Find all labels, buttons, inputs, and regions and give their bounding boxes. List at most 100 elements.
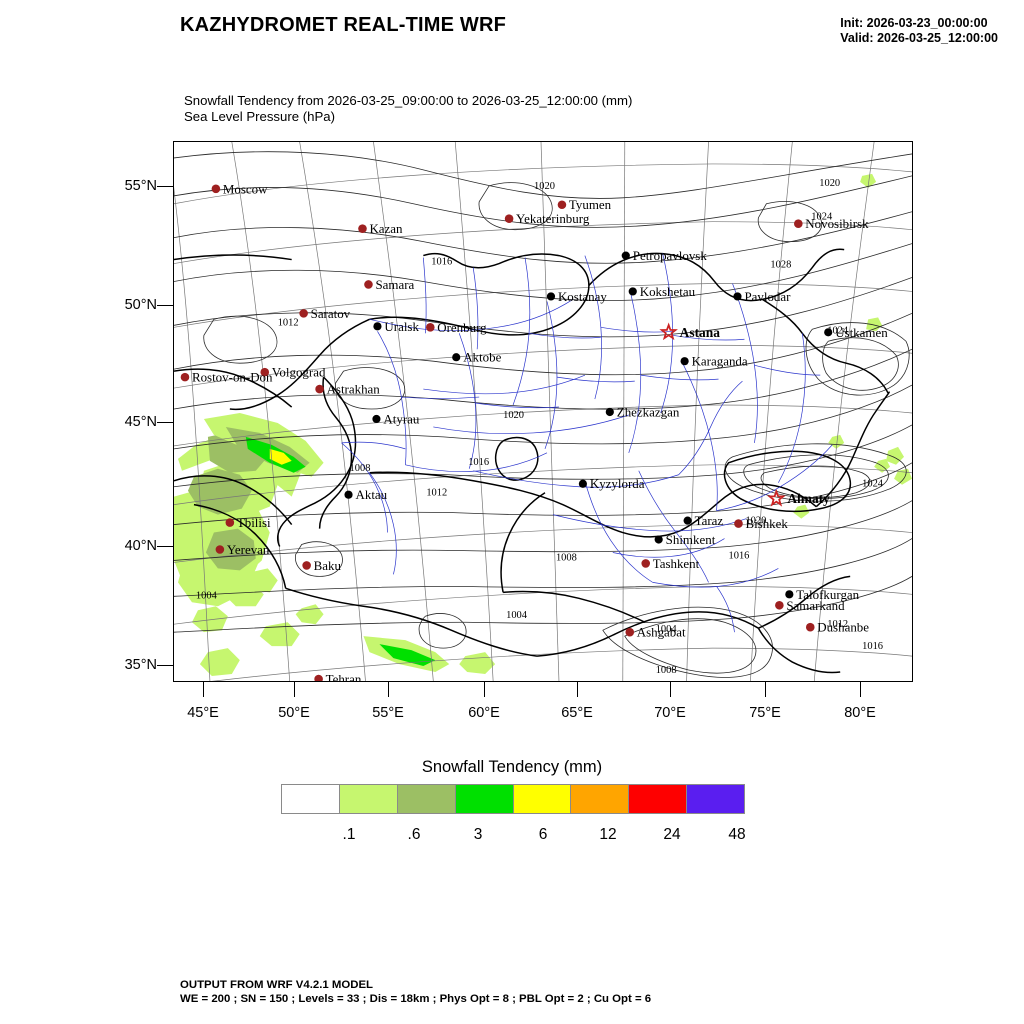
city-marker-karaganda[interactable]: Karaganda [680, 354, 748, 369]
city-label: Petropavlovsk [633, 248, 708, 263]
city-dot-icon [785, 590, 794, 599]
city-label: Novosibirsk [805, 216, 869, 231]
longitude-tick-mark [765, 682, 766, 697]
isobar-closed-small [295, 541, 343, 577]
city-dot-icon [824, 328, 833, 337]
city-marker-saratov[interactable]: Saratov [299, 306, 351, 321]
latitude-tick-label: 40°N [124, 538, 157, 554]
city-marker-tbilisi[interactable]: Tbilisi [225, 515, 271, 530]
city-marker-tyumen[interactable]: Tyumen [557, 197, 612, 212]
city-marker-orenburg[interactable]: Orenburg [426, 320, 487, 335]
city-label: Pavlodar [744, 289, 791, 304]
colorbar-swatch-5[interactable] [571, 785, 630, 813]
longitude-tick-mark [670, 682, 671, 697]
city-marker-volgograd[interactable]: Volgograd [260, 365, 326, 380]
kazakhstan-border [762, 298, 889, 394]
snowfall-core-green [379, 644, 436, 667]
city-label: Dushanbe [817, 620, 869, 635]
city-marker-baku[interactable]: Baku [302, 558, 341, 573]
isobar-label: 1024 [811, 212, 833, 223]
city-marker-yerevan[interactable]: Yerevan [215, 542, 270, 557]
graticule-lat [174, 524, 912, 563]
city-dot-icon [260, 367, 270, 377]
city-dot-icon [452, 353, 461, 362]
colorbar-tick-label: 3 [473, 826, 483, 843]
city-marker-samara[interactable]: Samara [364, 277, 415, 292]
city-label: Kostanay [558, 289, 607, 304]
snowfall-colorbar[interactable] [281, 784, 745, 814]
colorbar-swatch-2[interactable] [397, 785, 456, 813]
coastline-layer [174, 248, 890, 674]
city-marker-ashgabat[interactable]: Ashgabat [625, 625, 686, 640]
city-label: Rostov-on-Don [192, 370, 273, 385]
colorbar-swatch-4[interactable] [513, 785, 572, 813]
city-marker-uralsk[interactable]: Uralsk [373, 319, 419, 334]
colorbar-tick-label: 24 [663, 826, 681, 843]
city-marker-ustkamen[interactable]: Ustkamen [824, 325, 888, 340]
city-dot-icon [641, 559, 651, 568]
city-marker-kostanay[interactable]: Kostanay [546, 289, 607, 304]
city-marker-astrakhan[interactable]: Astrakhan [315, 382, 380, 397]
isobar-label: 1016 [862, 641, 883, 652]
snowfall-patch [225, 584, 264, 607]
city-label: Volgograd [272, 365, 326, 380]
isobar-label: 1020 [819, 178, 840, 189]
city-marker-kazan[interactable]: Kazan [358, 221, 403, 236]
city-marker-rostov-on-don[interactable]: Rostov-on-Don [180, 370, 273, 385]
city-dot-icon [621, 251, 630, 260]
city-dot-icon [654, 535, 663, 544]
city-marker-kokshetau[interactable]: Kokshetau [628, 284, 696, 299]
colorbar-title: Snowfall Tendency (mm) [421, 758, 603, 776]
snowfall-tendency-subtitle: Snowfall Tendency from 2026-03-25_09:00:… [184, 93, 633, 108]
city-dot-icon [546, 292, 556, 301]
map-plot-area[interactable]: 1020 1020 1024 1016 1028 1012 1024 1020 1008 1016… [173, 141, 913, 682]
city-dot-icon [302, 561, 311, 570]
city-marker-atyrau[interactable]: Atyrau [372, 411, 420, 426]
colorbar-swatch-0[interactable] [282, 785, 340, 813]
colorbar-swatch-1[interactable] [339, 785, 398, 813]
footer-model-line: OUTPUT FROM WRF V4.2.1 MODEL [180, 979, 374, 991]
city-dot-icon [794, 219, 803, 228]
city-marker-pavlodar[interactable]: Pavlodar [733, 289, 791, 304]
weather-map: 1020 1020 1024 1016 1028 1012 1024 1020 1008 1016… [174, 142, 912, 681]
city-marker-aktobe[interactable]: Aktobe [452, 350, 502, 365]
snowfall-shading-layer [174, 173, 912, 677]
city-marker-almaty[interactable]: Almaty [767, 488, 831, 507]
city-marker-zhezkazgan[interactable]: Zhezkazgan [605, 404, 680, 419]
city-label: Karaganda [692, 354, 748, 369]
isobar-low-center [624, 618, 757, 674]
city-marker-petropavlovsk[interactable]: Petropavlovsk [621, 248, 708, 263]
colorbar-tick-label: .1 [342, 826, 356, 843]
city-marker-taraz[interactable]: Taraz [683, 513, 724, 528]
snowfall-patch [199, 648, 240, 677]
latitude-tick-label: 50°N [124, 297, 157, 313]
colorbar-swatch-7[interactable] [687, 785, 744, 813]
city-marker-dushanbe[interactable]: Dushanbe [805, 620, 869, 635]
city-label: Talofkurgan [796, 587, 859, 602]
city-dot-icon [373, 322, 382, 331]
city-marker-novosibirsk[interactable]: Novosibirsk [794, 216, 869, 231]
city-marker-tashkent[interactable]: Tashkent [641, 556, 700, 571]
colorbar-swatch-3[interactable] [455, 785, 514, 813]
city-marker-talofkurgan[interactable]: Talofkurgan [785, 587, 860, 602]
city-marker-astana[interactable]: Astana [659, 322, 720, 341]
graticule-lon [174, 186, 211, 681]
city-marker-tehran[interactable]: Tehran [314, 671, 362, 681]
longitude-tick-label: 80°E [844, 705, 876, 721]
city-marker-kyzylorda[interactable]: Kyzylorda [578, 476, 645, 491]
city-marker-moscow[interactable]: Moscow [211, 181, 269, 196]
colorbar-tick-label: 12 [599, 826, 617, 843]
city-marker-shimkent[interactable]: Shimkent [654, 532, 716, 547]
city-marker-yekaterinburg[interactable]: Yekaterinburg [504, 211, 590, 226]
field-subtitle: Snowfall Tendency from 2026-03-25_09:00:… [184, 93, 632, 125]
city-label: Yekaterinburg [516, 211, 590, 226]
graticule-lon [750, 142, 793, 681]
city-dot-icon [625, 627, 635, 637]
uzbek-border [503, 590, 646, 623]
isobar-label: 1012 [278, 317, 299, 328]
city-marker-samarkand[interactable]: Samarkand [775, 598, 845, 613]
colorbar-swatch-6[interactable] [629, 785, 688, 813]
city-marker-aktau[interactable]: Aktau [344, 487, 388, 502]
longitude-tick-mark [484, 682, 485, 697]
city-marker-bishkek[interactable]: Bishkek [734, 516, 788, 531]
